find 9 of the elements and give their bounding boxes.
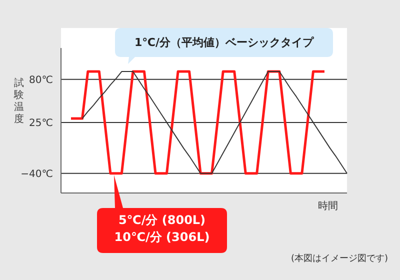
y-tick-label: −40℃ bbox=[20, 168, 53, 180]
text: (本図はイメージ図です) bbox=[290, 252, 388, 265]
callout-bubble: 1℃/分（平均値）ベーシックタイプ bbox=[115, 28, 333, 64]
callout-bubble: 5℃/分 (800L) 10℃/分 (306L) bbox=[97, 175, 227, 253]
y-axis-title: 試験温度 bbox=[13, 78, 25, 126]
y-tick-label: 80℃ bbox=[29, 74, 53, 86]
x-axis-title: 時間 bbox=[318, 200, 338, 213]
annotation: 1℃/分（平均値）ベーシックタイプ bbox=[134, 35, 315, 50]
y-tick-label: 25℃ bbox=[29, 118, 53, 130]
